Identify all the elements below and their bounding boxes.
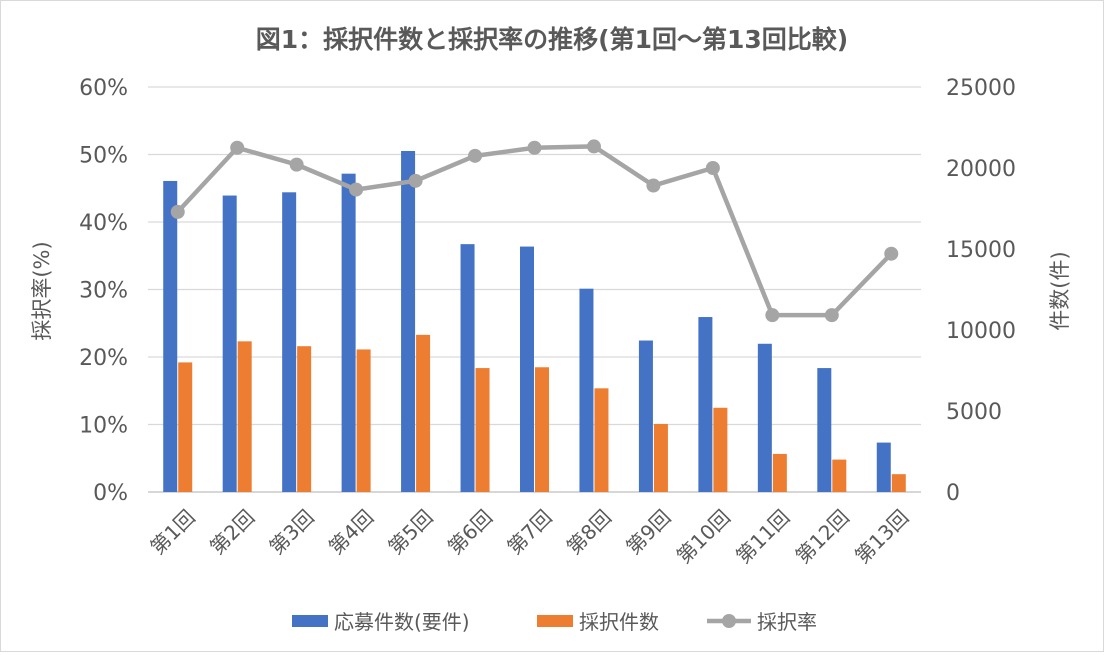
adoption-rate-point: [289, 157, 304, 172]
bar-adopted: [356, 349, 371, 492]
category-label: 第6回: [443, 505, 497, 559]
bar-applications: [222, 195, 237, 493]
bar-applications: [282, 192, 297, 493]
bar-applications: [163, 180, 178, 492]
adoption-rate-point: [765, 308, 780, 323]
adoption-rate-point: [824, 308, 839, 323]
right-tick-label: 25000: [946, 76, 1016, 101]
bar-adopted: [891, 474, 906, 492]
bar-applications: [638, 340, 653, 492]
left-tick-label: 20%: [79, 346, 128, 371]
bar-applications: [876, 442, 891, 492]
right-axis-ticks: 0 5000 10000 15000 20000 25000: [946, 76, 1016, 506]
adoption-rate-point: [884, 246, 899, 261]
category-label: 第8回: [562, 505, 616, 559]
bar-applications: [698, 317, 713, 492]
adoption-rate-point: [408, 173, 423, 188]
adoption-rate-point: [705, 161, 720, 175]
bar-adopted: [178, 362, 193, 492]
bar-adopted: [297, 346, 312, 492]
legend-swatch: [537, 615, 573, 627]
bar-adopted: [713, 407, 728, 492]
bar-applications: [460, 244, 475, 492]
bar-adopted: [832, 459, 847, 492]
category-label: 第11回: [731, 505, 794, 568]
adoption-rate-point: [170, 204, 185, 219]
category-label: 第4回: [324, 505, 378, 559]
legend-label: 応募件数(要件): [334, 610, 470, 634]
category-labels: 第1回 第2回 第3回 第4回 第5回 第6回 第7回 第8回 第9回第10回第11回第12回第…: [145, 505, 913, 568]
legend-swatch: [292, 615, 328, 627]
category-label: 第10回: [672, 505, 735, 568]
left-tick-label: 50%: [79, 144, 128, 169]
left-tick-label: 10%: [79, 414, 128, 439]
adoption-rate-point: [646, 178, 661, 193]
bar-applications: [757, 343, 772, 492]
category-label: 第2回: [205, 505, 259, 559]
left-tick-label: 40%: [79, 211, 128, 236]
adoption-rate-point: [349, 182, 364, 197]
category-label: 第12回: [791, 505, 854, 568]
left-axis-ticks: 0% 10% 20% 30% 40% 50% 60%: [79, 76, 128, 506]
left-axis-title: 採択率(%): [30, 241, 54, 340]
bar-applications: [817, 368, 832, 492]
adoption-rate-point: [230, 140, 245, 155]
category-label: 第5回: [383, 505, 437, 559]
category-label: 第1回: [145, 505, 199, 559]
bar-adopted: [475, 368, 490, 492]
adoption-rate-point: [586, 139, 601, 154]
category-label: 第7回: [502, 505, 556, 559]
right-tick-label: 10000: [946, 319, 1016, 344]
line-series: [170, 139, 899, 323]
category-label: 第9回: [621, 505, 675, 559]
adoption-rate-point: [527, 140, 542, 155]
bar-adopted: [535, 367, 549, 492]
right-tick-label: 20000: [946, 157, 1016, 182]
bar-applications: [520, 246, 534, 492]
chart-title: 図1：採択件数と採択率の推移(第1回～第13回比較): [256, 25, 848, 54]
right-tick-label: 5000: [946, 400, 1002, 425]
legend: 応募件数(要件) 採択件数 採択率: [292, 610, 817, 634]
bar-applications: [341, 173, 356, 493]
left-tick-label: 60%: [79, 76, 128, 101]
bar-adopted: [416, 334, 431, 492]
bar-applications: [579, 288, 594, 492]
bar-adopted: [594, 388, 609, 492]
left-tick-label: 30%: [79, 279, 128, 304]
bar-adopted: [772, 453, 787, 492]
legend-label: 採択件数: [579, 610, 659, 634]
bar-series: [163, 150, 906, 493]
left-tick-label: 0%: [93, 481, 128, 506]
right-tick-label: 15000: [946, 238, 1016, 263]
legend-label: 採択率: [757, 610, 817, 634]
category-label: 第13回: [850, 505, 913, 568]
bar-adopted: [237, 341, 252, 492]
right-axis-title: 件数(件): [1048, 251, 1072, 330]
adoption-rate-point: [468, 148, 483, 163]
legend-marker: [722, 614, 736, 628]
bar-adopted: [653, 423, 668, 492]
category-label: 第3回: [264, 505, 318, 559]
right-tick-label: 0: [946, 481, 960, 506]
bar-applications: [401, 150, 416, 493]
